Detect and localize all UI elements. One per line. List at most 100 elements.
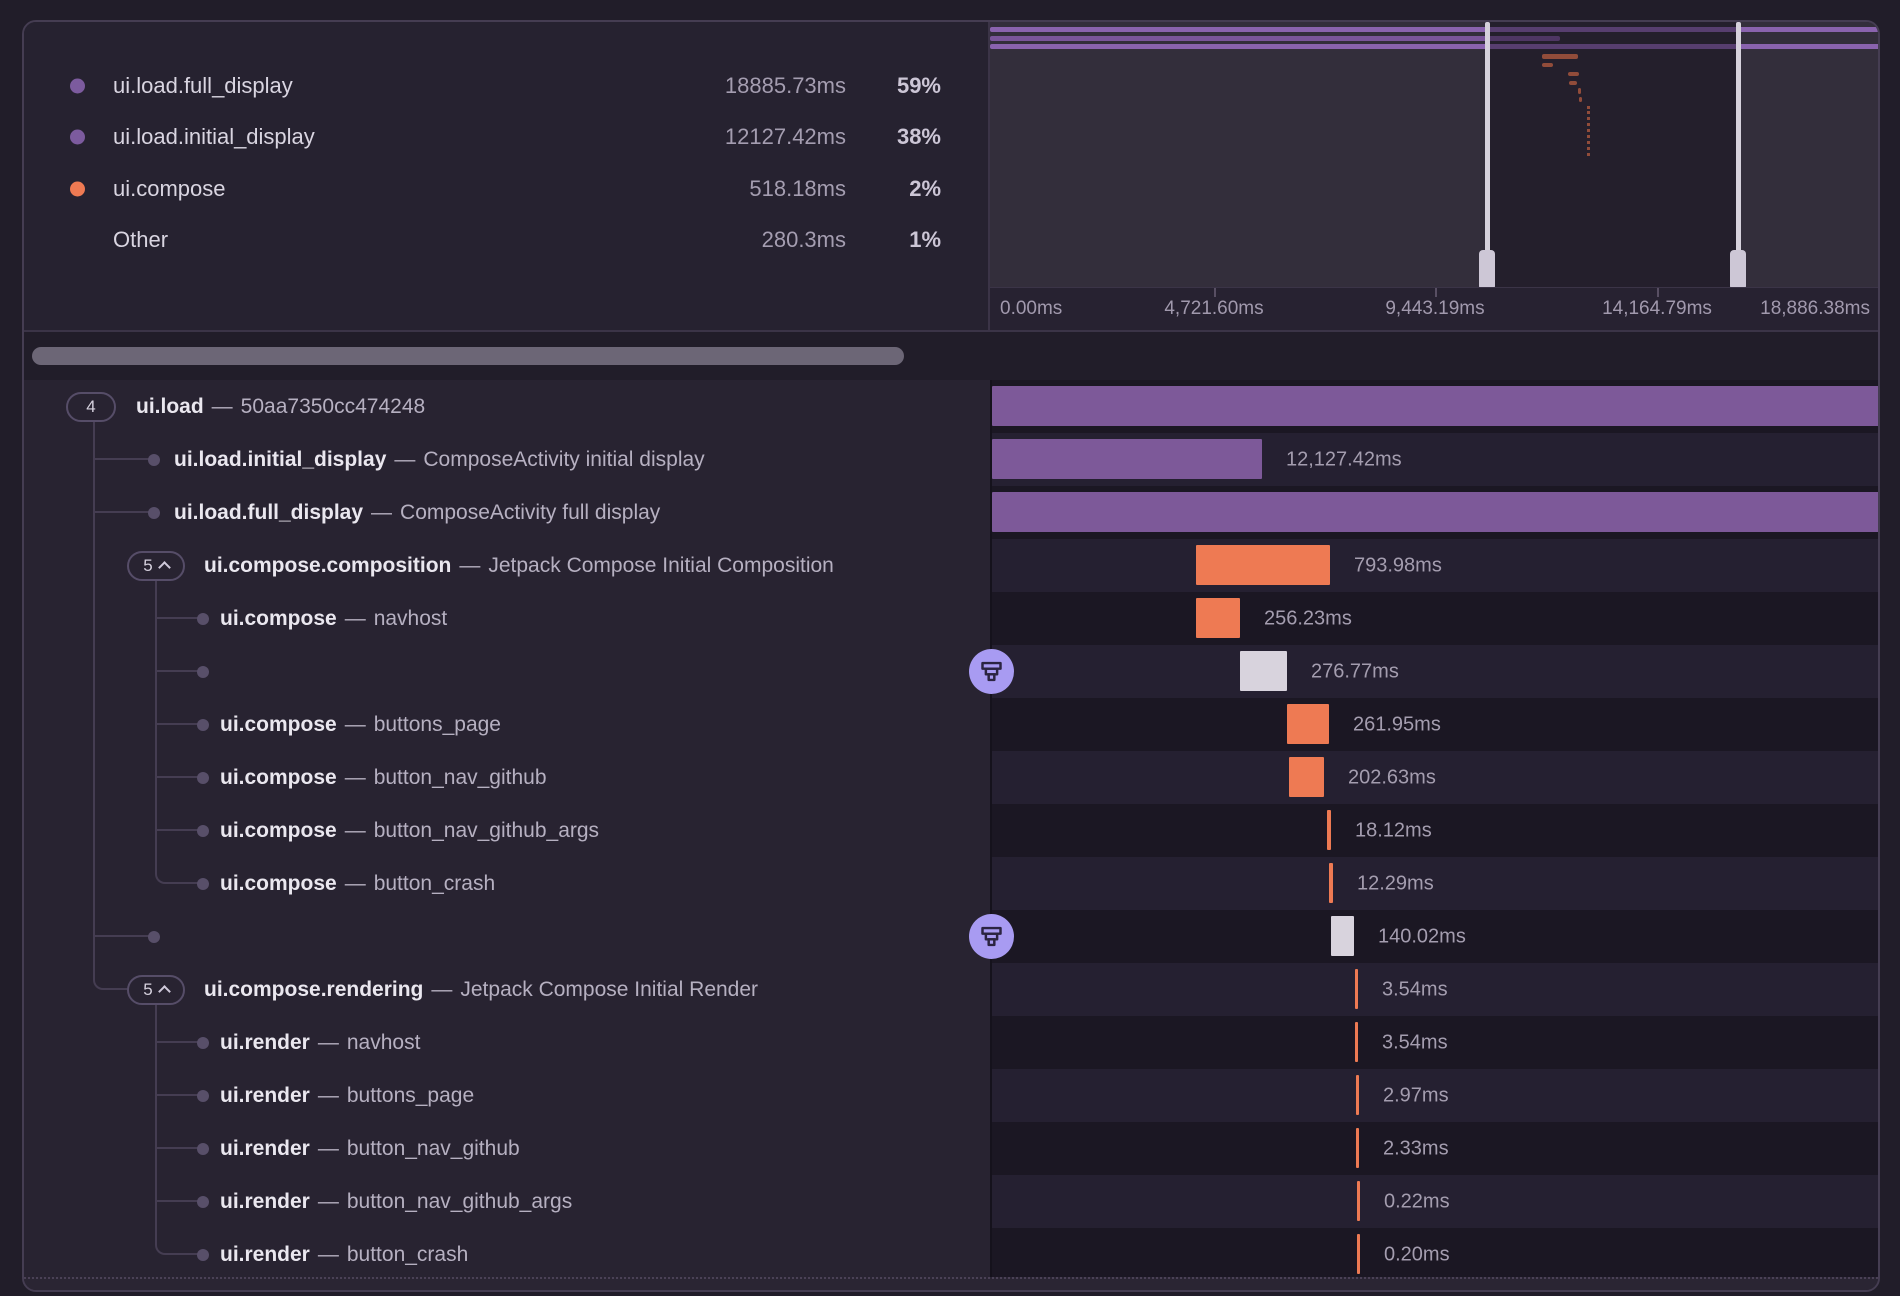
waterfall-row[interactable]: [992, 380, 1878, 433]
span-tree-row[interactable]: 5 ui.compose.rendering — Jetpack Compose In…: [24, 963, 990, 1016]
span-node-dot-icon: [197, 771, 209, 784]
span-title-separator: —: [344, 871, 366, 895]
span-tree-row[interactable]: ui.load.initial_display — ComposeActivity …: [24, 433, 990, 486]
waterfall-row[interactable]: 202.63ms: [992, 751, 1878, 804]
waterfall-row[interactable]: 276.77ms: [969, 645, 1878, 698]
span-description: navhost: [346, 1030, 421, 1054]
span-tree-row[interactable]: ui.render — buttons_page: [24, 1069, 990, 1122]
tree-connector-line: [155, 1005, 157, 1244]
waterfall-row[interactable]: 3.54ms: [992, 1016, 1878, 1069]
span-title: ui.load.full_display — ComposeActivity ful…: [174, 501, 660, 525]
span-waterfall-section: 4 ui.load — 50aa7350cc474248 ui.load.initial…: [24, 380, 1878, 1277]
minimap-chart[interactable]: [990, 22, 1878, 288]
waterfall-row[interactable]: 0.20ms: [992, 1228, 1878, 1277]
span-duration-bar[interactable]: [1355, 969, 1358, 1009]
span-tree-row[interactable]: ui.compose — buttons_page: [24, 698, 990, 751]
span-description: Jetpack Compose Initial Render: [460, 977, 759, 1001]
legend-percent-value: 1%: [909, 227, 941, 252]
legend-op-label: ui.load.full_display: [113, 73, 293, 98]
legend-duration-value: 518.18ms: [749, 176, 846, 201]
axis-tick: [1214, 288, 1216, 297]
span-tree-row[interactable]: 4 ui.load — 50aa7350cc474248: [24, 380, 990, 433]
span-tree-row[interactable]: ui.load.full_display — ComposeActivity ful…: [24, 486, 990, 539]
collapse-children-button[interactable]: 5: [127, 550, 185, 581]
scrollbar-track[interactable]: [24, 332, 1878, 380]
profile-indicator-button[interactable]: [969, 649, 1014, 694]
minimap-handle-grip-right[interactable]: [1730, 250, 1746, 288]
span-duration-chart: 12,127.42ms 793.98ms 256.23ms 276.77ms 261.9…: [969, 380, 1878, 1277]
span-tree-row[interactable]: ui.render — button_crash: [24, 1228, 990, 1277]
span-duration-bar[interactable]: [1287, 704, 1329, 744]
waterfall-row[interactable]: 12.29ms: [992, 857, 1878, 910]
waterfall-row[interactable]: 793.98ms: [992, 539, 1878, 592]
profile-span-bar[interactable]: [1331, 916, 1354, 956]
span-duration-bar[interactable]: [992, 439, 1262, 479]
waterfall-row[interactable]: 261.95ms: [992, 698, 1878, 751]
collapse-children-button[interactable]: 5: [127, 974, 185, 1005]
span-node-dot-icon: [197, 1248, 209, 1261]
span-duration-bar[interactable]: [1327, 810, 1331, 850]
horizontal-scrollbar-thumb[interactable]: [32, 347, 904, 365]
span-tree-row[interactable]: ui.compose — navhost: [24, 592, 990, 645]
span-duration-bar[interactable]: [1196, 545, 1330, 585]
span-duration-bar[interactable]: [992, 386, 1878, 426]
flamegraph-profile-icon: [981, 661, 1002, 682]
span-duration-bar[interactable]: [1355, 1022, 1358, 1062]
span-duration-bar[interactable]: [1356, 1128, 1359, 1168]
span-duration-bar[interactable]: [992, 492, 1878, 532]
span-tree-row[interactable]: ui.render — navhost: [24, 1016, 990, 1069]
span-tree-row[interactable]: ui.compose — button_crash: [24, 857, 990, 910]
waterfall-row[interactable]: [992, 486, 1878, 539]
tree-connector-line: [155, 581, 157, 873]
trace-minimap[interactable]: 0.00ms 4,721.60ms 9,443.19ms 14,164.79ms 18,…: [990, 22, 1878, 330]
minimap-span: [990, 27, 1878, 32]
minimap-handle-left[interactable]: [1485, 22, 1490, 288]
profile-indicator-button[interactable]: [969, 914, 1014, 959]
span-op-name: ui.render: [220, 1030, 310, 1054]
waterfall-row[interactable]: 256.23ms: [992, 592, 1878, 645]
tree-connector-line: [93, 422, 95, 979]
chevron-up-icon: [157, 985, 171, 998]
span-duration-bar[interactable]: [1357, 1234, 1360, 1274]
span-tree-row[interactable]: 5 ui.compose.composition — Jetpack Compose …: [24, 539, 990, 592]
span-op-name: ui.render: [220, 1136, 310, 1160]
legend-duration-value: 12127.42ms: [724, 124, 846, 149]
waterfall-row[interactable]: 2.97ms: [992, 1069, 1878, 1122]
waterfall-row[interactable]: 12,127.42ms: [992, 433, 1878, 486]
panel-footer: [24, 1277, 1878, 1290]
tree-connector-stub: [155, 617, 198, 619]
waterfall-row[interactable]: 2.33ms: [992, 1122, 1878, 1175]
minimap-handle-right[interactable]: [1736, 22, 1741, 288]
span-tree-row[interactable]: ui.render — button_nav_github_args: [24, 1175, 990, 1228]
waterfall-row[interactable]: 0.22ms: [992, 1175, 1878, 1228]
span-duration-label: 793.98ms: [1354, 554, 1442, 576]
waterfall-row[interactable]: 18.12ms: [992, 804, 1878, 857]
span-tree-row[interactable]: ui.compose — button_nav_github: [24, 751, 990, 804]
child-count-badge[interactable]: 4: [66, 391, 116, 422]
span-tree-row[interactable]: ui.render — button_nav_github: [24, 1122, 990, 1175]
child-count-value: 5: [143, 979, 153, 999]
tree-connector-elbow: [93, 979, 128, 990]
span-duration-bar[interactable]: [1289, 757, 1324, 797]
span-duration-bar[interactable]: [1196, 598, 1240, 638]
span-duration-bar[interactable]: [1329, 863, 1333, 903]
minimap-selected-window[interactable]: [1487, 22, 1736, 288]
waterfall-row[interactable]: 140.02ms: [969, 910, 1878, 963]
span-duration-bar[interactable]: [1357, 1181, 1360, 1221]
span-tree-row[interactable]: [24, 910, 990, 963]
span-duration-bar[interactable]: [1356, 1075, 1359, 1115]
span-tree: 4 ui.load — 50aa7350cc474248 ui.load.initial…: [24, 380, 990, 1277]
span-tree-row[interactable]: ui.compose — button_nav_github_args: [24, 804, 990, 857]
span-description: ComposeActivity initial display: [423, 447, 705, 471]
waterfall-row[interactable]: 3.54ms: [992, 963, 1878, 1016]
trace-header: ui.load.full_display 18885.73ms 59% ui.load…: [24, 22, 1878, 332]
span-op-name: ui.load: [136, 394, 204, 418]
minimap-handle-grip-left[interactable]: [1479, 250, 1495, 288]
profile-span-bar[interactable]: [1240, 651, 1287, 691]
span-op-name: ui.compose.rendering: [204, 977, 424, 1001]
tree-connector-stub: [155, 723, 198, 725]
span-description: button_crash: [373, 871, 496, 895]
span-tree-row[interactable]: [24, 645, 990, 698]
legend-percent-value: 38%: [896, 124, 941, 149]
axis-tick-label: 14,164.79ms: [1602, 298, 1712, 319]
